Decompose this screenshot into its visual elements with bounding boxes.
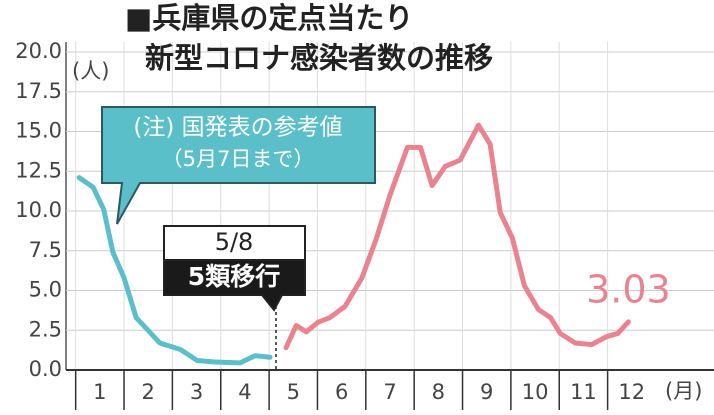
x-tick-label: 3 [190, 380, 203, 404]
callout-text: （5月7日まで） [162, 147, 315, 171]
y-tick-label: 17.5 [15, 79, 62, 103]
y-tick-label: 7.5 [29, 238, 62, 262]
grid [65, 42, 714, 371]
x-tick-label: 8 [432, 380, 445, 404]
callout-box [163, 259, 306, 312]
x-tick-label: 9 [480, 380, 493, 404]
x-tick-label: 2 [142, 380, 155, 404]
callout-text: 5/8 [215, 228, 254, 256]
x-tick-label: 12 [618, 380, 645, 404]
y-tick-label: 2.5 [29, 317, 62, 341]
y-unit: (人) [72, 59, 109, 83]
value-label: 3.03 [586, 267, 671, 311]
x-tick-label: 7 [383, 380, 396, 404]
y-tick-label: 15.0 [15, 119, 62, 143]
chart-title: ■兵庫県の定点当たり [125, 1, 413, 35]
x-tick-label: 10 [522, 380, 549, 404]
y-tick-label: 10.0 [15, 198, 62, 222]
callout-text: (注) 国発表の参考値 [133, 115, 342, 141]
y-tick-label: 5.0 [29, 278, 62, 302]
x-unit: (月) [665, 379, 702, 403]
callout-bubble [101, 106, 376, 225]
y-tick-label: 12.5 [15, 158, 62, 182]
y-tick-label: 20.0 [15, 39, 62, 63]
plot [76, 122, 631, 366]
x-tick-label: 11 [570, 380, 597, 404]
callout-text: 5類移行 [188, 262, 280, 291]
y-tick-label: 0.0 [29, 357, 62, 381]
line [283, 122, 631, 351]
x-tick-label: 5 [287, 380, 300, 404]
x-tick-label: 6 [335, 380, 348, 404]
line [76, 175, 273, 366]
chart-title: 新型コロナ感染者数の推移 [145, 41, 493, 75]
x-tick-label: 4 [238, 380, 251, 404]
x-tick-label: 1 [93, 380, 106, 404]
